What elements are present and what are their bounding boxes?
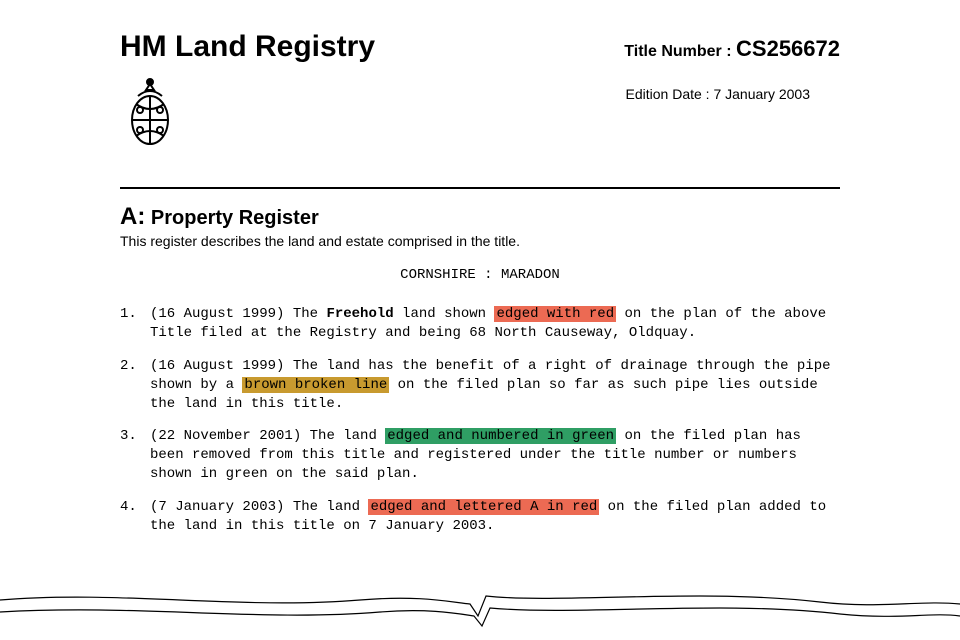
document-page: HM Land Registry Title Number : CS256672: [0, 0, 960, 536]
entry-bold-term: Freehold: [326, 306, 393, 322]
title-number-label: Title Number :: [624, 43, 731, 60]
entry-row: 3.(22 November 2001) The land edged and …: [120, 427, 840, 484]
entry-highlight: edged and numbered in green: [385, 428, 616, 444]
edition-date-label: Edition Date :: [626, 86, 710, 102]
locality-line: CORNSHIRE : MARADON: [120, 267, 840, 283]
entry-date: (22 November 2001): [150, 428, 301, 444]
entry-number: 2.: [120, 357, 150, 414]
royal-crest-icon: [120, 78, 180, 155]
entry-highlight: brown broken line: [242, 377, 389, 393]
entry-body: (22 November 2001) The land edged and nu…: [150, 427, 840, 484]
entry-highlight: edged and lettered A in red: [368, 499, 599, 515]
entry-date: (16 August 1999): [150, 358, 284, 374]
section-subheading: This register describes the land and est…: [120, 233, 840, 249]
edition-date-value: 7 January 2003: [713, 86, 810, 102]
entry-body: (16 August 1999) The land has the benefi…: [150, 357, 840, 414]
section-letter: A:: [120, 203, 145, 230]
entry-row: 1.(16 August 1999) The Freehold land sho…: [120, 305, 840, 343]
entry-number: 4.: [120, 498, 150, 536]
divider-rule: [120, 187, 840, 189]
entry-date: (16 August 1999): [150, 306, 284, 322]
page-tear-icon: [0, 582, 960, 632]
entry-date: (7 January 2003): [150, 499, 284, 515]
section-title: Property Register: [151, 207, 319, 229]
entry-body: (7 January 2003) The land edged and lett…: [150, 498, 840, 536]
entry-number: 1.: [120, 305, 150, 343]
title-number-block: Title Number : CS256672: [624, 36, 840, 62]
section-heading: A: Property Register: [120, 203, 840, 231]
entry-row: 2.(16 August 1999) The land has the bene…: [120, 357, 840, 414]
org-title: HM Land Registry: [120, 30, 375, 64]
entry-number: 3.: [120, 427, 150, 484]
header-row: HM Land Registry Title Number : CS256672: [120, 30, 840, 64]
edition-date: Edition Date : 7 January 2003: [626, 86, 840, 102]
entry-row: 4.(7 January 2003) The land edged and le…: [120, 498, 840, 536]
entries-list: 1.(16 August 1999) The Freehold land sho…: [120, 305, 840, 536]
title-number-value: CS256672: [736, 36, 840, 61]
entry-highlight: edged with red: [494, 306, 616, 322]
entry-body: (16 August 1999) The Freehold land shown…: [150, 305, 840, 343]
